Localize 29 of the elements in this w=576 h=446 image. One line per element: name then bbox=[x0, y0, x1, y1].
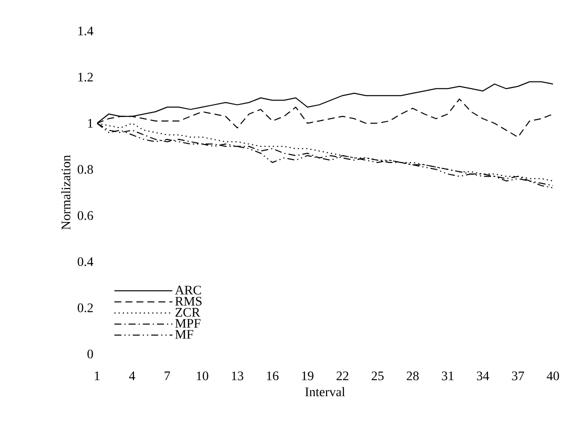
x-tick-label: 16 bbox=[267, 372, 278, 380]
x-tick-label: 22 bbox=[336, 372, 348, 380]
x-tick-label: 25 bbox=[372, 372, 384, 380]
legend-label: MPF bbox=[175, 319, 200, 328]
legend-label: ARC bbox=[175, 286, 201, 294]
x-tick-label: 37 bbox=[512, 372, 524, 380]
y-tick-label: 1 bbox=[88, 118, 93, 128]
x-axis-title: Interval bbox=[305, 387, 345, 396]
legend-label: MF bbox=[175, 330, 194, 339]
y-axis-title: Normalization bbox=[61, 155, 70, 230]
x-tick-label: 19 bbox=[302, 372, 314, 380]
legend-label: RMS bbox=[175, 296, 202, 306]
x-tick-label: 28 bbox=[406, 372, 419, 380]
y-tick-label: 1.4 bbox=[78, 26, 94, 36]
y-tick-label: 0.8 bbox=[78, 165, 93, 174]
x-tick-label: 13 bbox=[232, 372, 244, 380]
x-tick-label: 7 bbox=[164, 372, 170, 380]
y-tick-label: 0.4 bbox=[78, 257, 94, 266]
y-tick-label: 0.2 bbox=[78, 303, 93, 312]
legend-label: ZCR bbox=[176, 308, 200, 317]
x-tick-label: 40 bbox=[546, 372, 559, 380]
x-tick-label: 31 bbox=[442, 372, 454, 380]
y-tick-label: 0 bbox=[87, 350, 93, 358]
y-tick-label: 1.2 bbox=[78, 72, 93, 82]
x-tick-label: 10 bbox=[196, 372, 208, 380]
x-tick-label: 34 bbox=[476, 372, 490, 380]
x-tick-label: 1 bbox=[94, 372, 100, 380]
x-tick-label: 4 bbox=[129, 372, 136, 380]
y-tick-label: 0.6 bbox=[78, 211, 94, 220]
